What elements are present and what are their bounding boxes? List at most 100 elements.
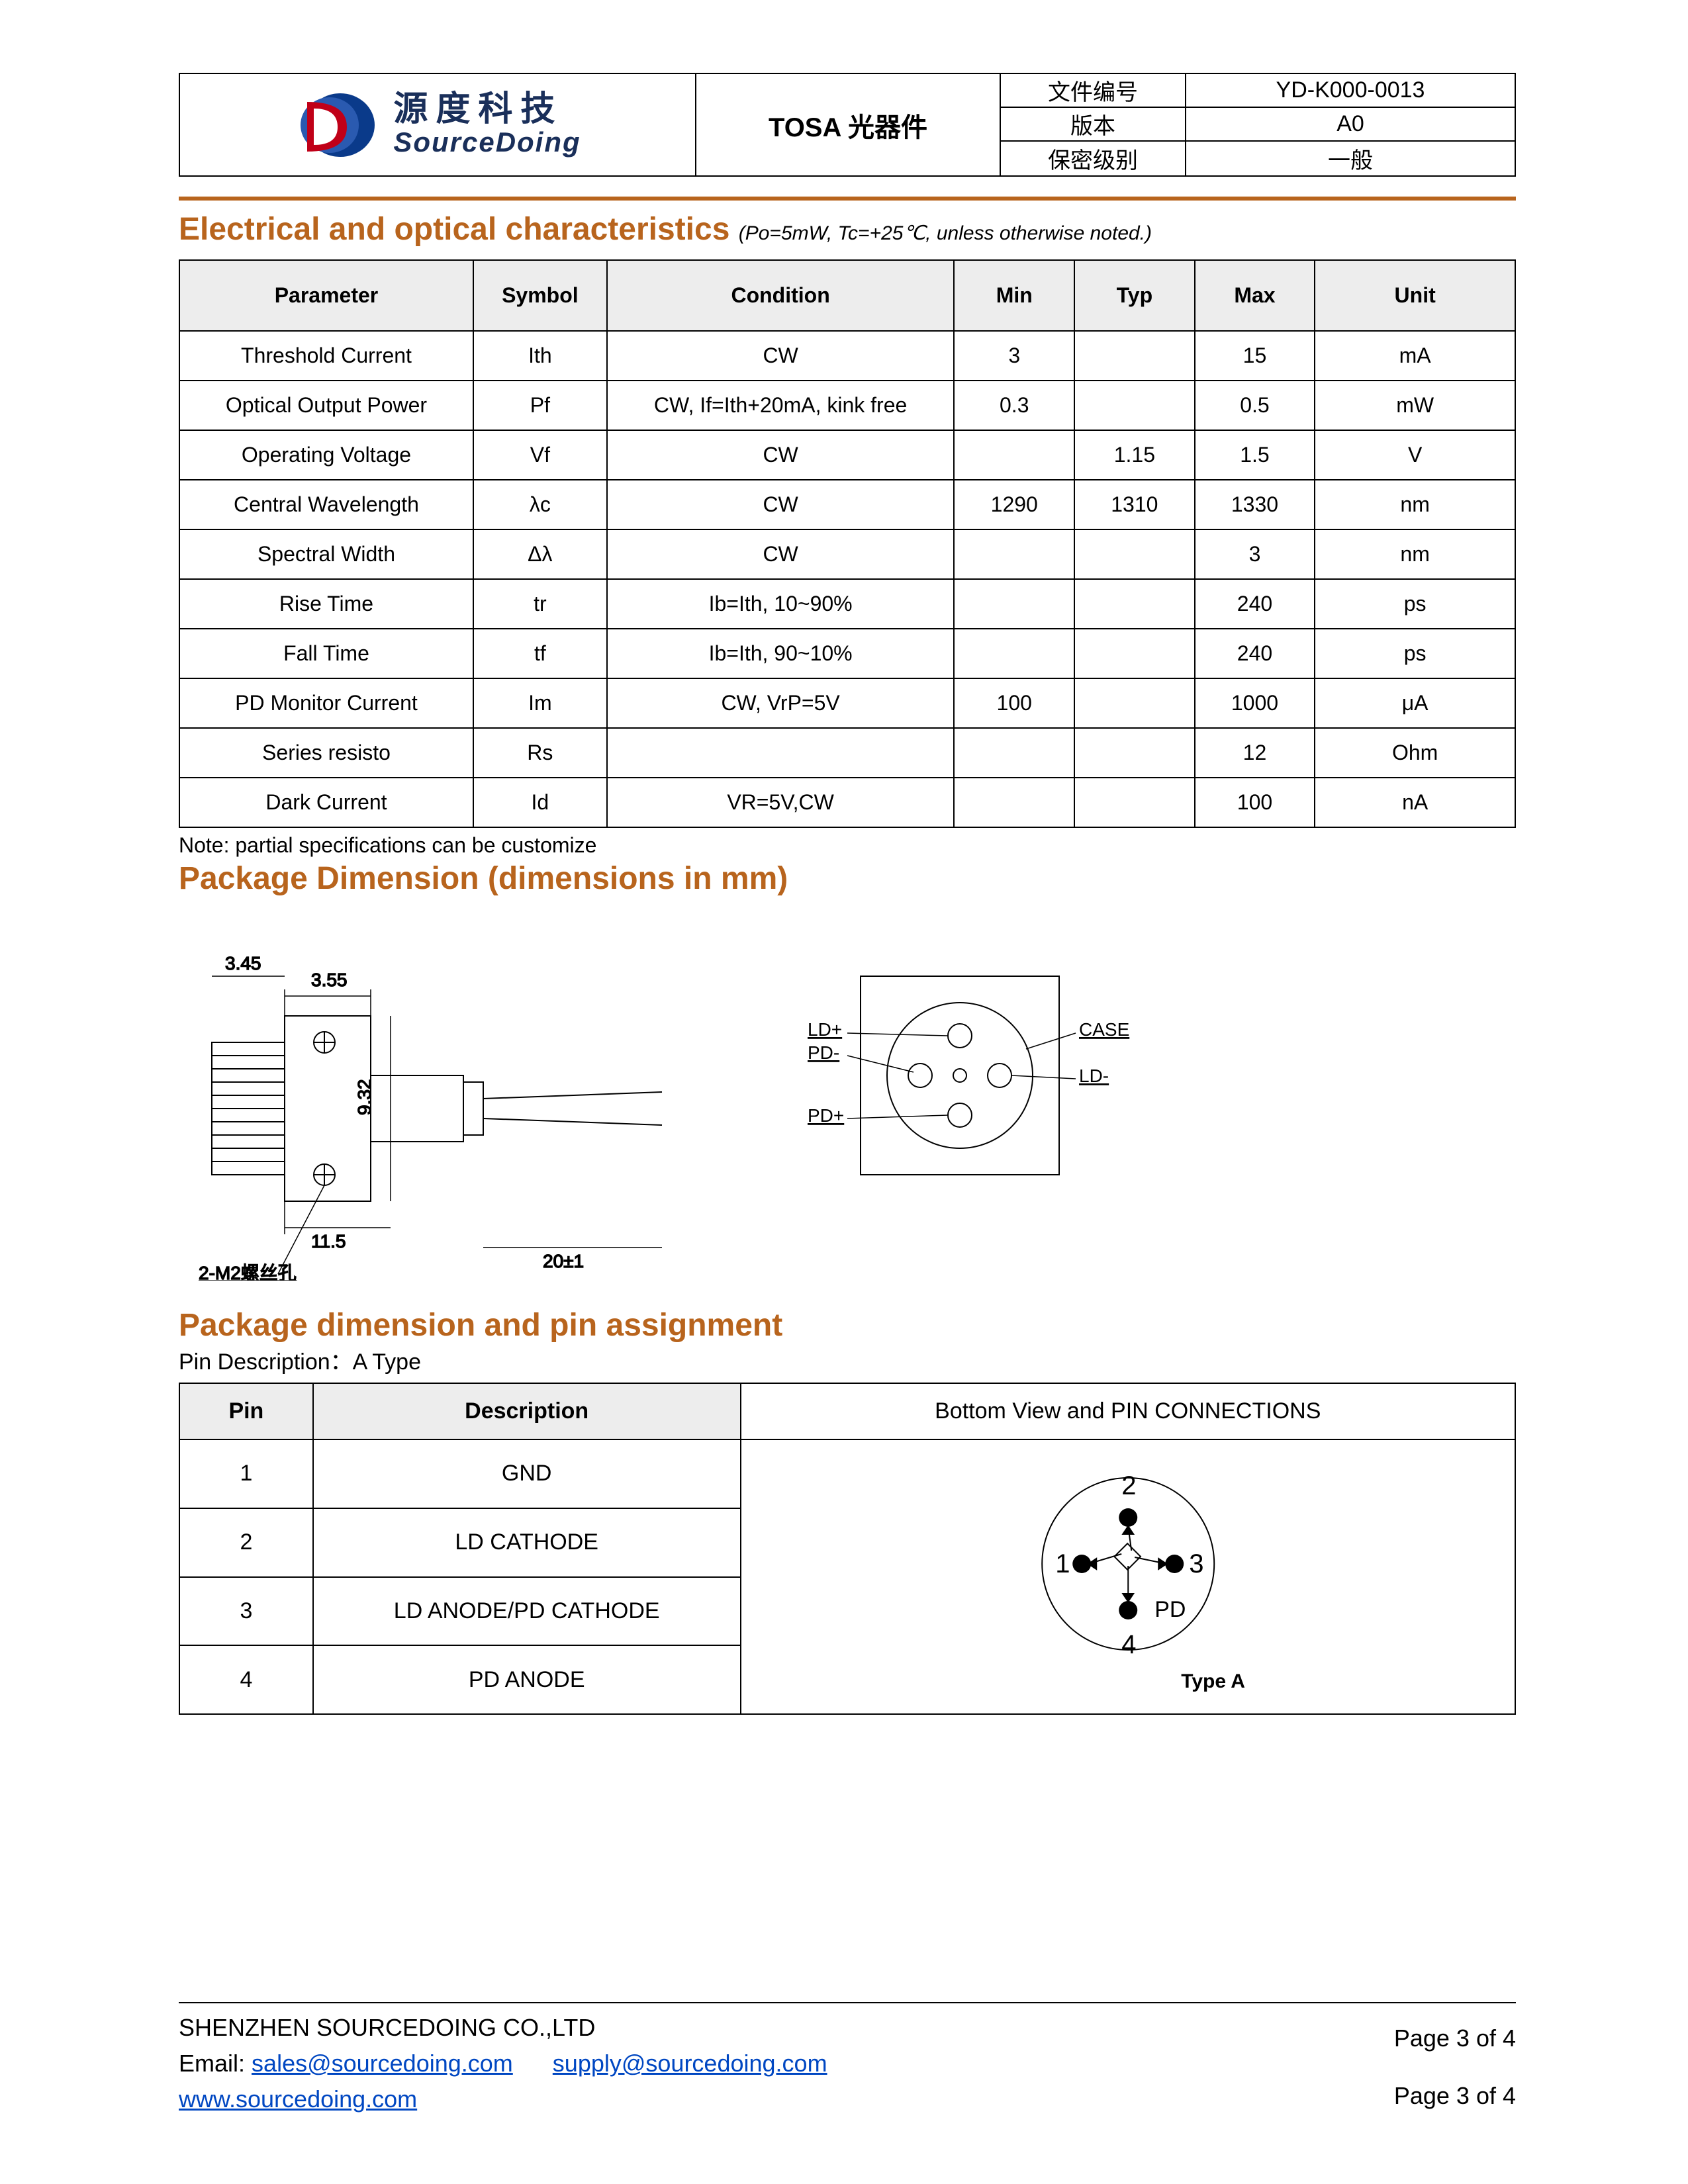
table-cell: PD Monitor Current [179, 678, 473, 728]
pin-label: CASE [1079, 1019, 1129, 1040]
table-cell [1074, 529, 1195, 579]
dim-label: 11.5 [311, 1231, 346, 1251]
table-cell: 100 [1195, 778, 1315, 827]
table-cell: Id [473, 778, 607, 827]
table-cell: 240 [1195, 629, 1315, 678]
table-cell [607, 728, 955, 778]
table-row: Dark CurrentIdVR=5V,CW100nA [179, 778, 1515, 827]
table-cell: Spectral Width [179, 529, 473, 579]
table-cell: Vf [473, 430, 607, 480]
table-cell: μA [1315, 678, 1515, 728]
heading-subtitle: (Po=5mW, Tc=+25℃, unless otherwise noted… [739, 222, 1152, 244]
table-row: Optical Output PowerPfCW, If=Ith+20mA, k… [179, 381, 1515, 430]
table-cell: 2 [179, 1508, 313, 1577]
table-cell: PD ANODE [313, 1645, 741, 1714]
table-row: PD Monitor CurrentImCW, VrP=5V1001000μA [179, 678, 1515, 728]
dim-label: 2-M2螺丝孔 [199, 1263, 297, 1281]
table-row: Series resistoRs12Ohm [179, 728, 1515, 778]
table-cell: Rs [473, 728, 607, 778]
meta-key: 保密级别 [1001, 142, 1186, 175]
col-header: Condition [607, 260, 955, 331]
spec-table: ParameterSymbolConditionMinTypMaxUnit Th… [179, 259, 1516, 828]
table-row: Fall TimetfIb=Ith, 90~10%240ps [179, 629, 1515, 678]
svg-text:1: 1 [1055, 1549, 1070, 1578]
footer-right: Page 3 of 4 Page 3 of 4 [1394, 2010, 1516, 2124]
table-cell [1074, 778, 1195, 827]
table-cell: Threshold Current [179, 331, 473, 381]
table-cell: ps [1315, 579, 1515, 629]
table-cell: nm [1315, 529, 1515, 579]
table-cell: Im [473, 678, 607, 728]
logo-cn-text: 源度科技 [393, 92, 581, 126]
section-heading: Electrical and optical characteristics (… [179, 211, 1516, 248]
col-header: Symbol [473, 260, 607, 331]
table-cell: 1.15 [1074, 430, 1195, 480]
logo: 源度科技 SourceDoing [294, 89, 581, 161]
table-cell [1074, 579, 1195, 629]
table-cell: mW [1315, 381, 1515, 430]
col-header: Bottom View and PIN CONNECTIONS [741, 1383, 1515, 1439]
email-label: Email: [179, 2050, 245, 2077]
pin-desc-label: Pin Description：A Type [179, 1343, 1516, 1376]
table-cell: 0.3 [954, 381, 1074, 430]
table-cell: Ith [473, 331, 607, 381]
doc-title: TOSA 光器件 [696, 74, 1001, 175]
table-cell: Central Wavelength [179, 480, 473, 529]
table-row: Spectral WidthΔλCW3nm [179, 529, 1515, 579]
table-row: Central WavelengthλcCW129013101330nm [179, 480, 1515, 529]
table-cell: LD CATHODE [313, 1508, 741, 1577]
logo-icon [294, 89, 380, 161]
col-header: Typ [1074, 260, 1195, 331]
table-cell: 1310 [1074, 480, 1195, 529]
svg-text:3: 3 [1189, 1549, 1203, 1578]
table-cell: 1.5 [1195, 430, 1315, 480]
table-cell: tr [473, 579, 607, 629]
table-cell [1074, 331, 1195, 381]
svg-text:PD: PD [1154, 1597, 1186, 1622]
table-cell [1074, 629, 1195, 678]
table-cell: 12 [1195, 728, 1315, 778]
page-number: Page 3 of 4 [1394, 2068, 1516, 2124]
rule [179, 197, 1516, 201]
package-diagrams: 3.55 3.45 9.32 11.5 20±1 2-M2螺丝孔 [199, 950, 1516, 1281]
table-cell: Pf [473, 381, 607, 430]
table-cell [954, 579, 1074, 629]
table-cell: CW [607, 430, 955, 480]
table-cell: 1330 [1195, 480, 1315, 529]
table-cell: ps [1315, 629, 1515, 678]
table-cell: 1290 [954, 480, 1074, 529]
table-cell: V [1315, 430, 1515, 480]
col-header: Parameter [179, 260, 473, 331]
email-link[interactable]: supply@sourcedoing.com [553, 2050, 827, 2077]
meta-val: YD-K000-0013 [1186, 74, 1515, 108]
pin-table: Pin Description Bottom View and PIN CONN… [179, 1383, 1516, 1715]
side-view-diagram: 3.55 3.45 9.32 11.5 20±1 2-M2螺丝孔 [199, 950, 702, 1281]
table-cell: Ohm [1315, 728, 1515, 778]
table-cell: nA [1315, 778, 1515, 827]
col-header: Description [313, 1383, 741, 1439]
table-cell: Dark Current [179, 778, 473, 827]
table-cell [954, 629, 1074, 678]
table-cell: 3 [954, 331, 1074, 381]
dim-label: 3.55 [311, 970, 348, 990]
table-cell [954, 778, 1074, 827]
dim-label: 20±1 [543, 1251, 584, 1271]
logo-cell: 源度科技 SourceDoing [180, 74, 696, 175]
table-cell: 100 [954, 678, 1074, 728]
svg-text:Type A: Type A [1181, 1670, 1245, 1692]
table-cell: CW [607, 331, 955, 381]
doc-meta-grid: 文件编号 YD-K000-0013 版本 A0 保密级别 一般 [1001, 74, 1515, 175]
dim-label: 9.32 [354, 1079, 375, 1116]
svg-text:4: 4 [1121, 1630, 1136, 1659]
section-electrical: Electrical and optical characteristics (… [179, 197, 1516, 858]
table-cell [954, 529, 1074, 579]
table-cell: 4 [179, 1645, 313, 1714]
table-row: Operating VoltageVfCW1.151.5V [179, 430, 1515, 480]
table-cell: 1000 [1195, 678, 1315, 728]
email-link[interactable]: sales@sourcedoing.com [252, 2050, 513, 2077]
footer-company: SHENZHEN SOURCEDOING CO.,LTD [179, 2010, 827, 2046]
website-link[interactable]: www.sourcedoing.com [179, 2085, 417, 2113]
section-package-dim: Package Dimension (dimensions in mm) [179, 860, 1516, 1281]
table-cell: GND [313, 1439, 741, 1508]
table-row: 1GND 1 2 [179, 1439, 1515, 1508]
